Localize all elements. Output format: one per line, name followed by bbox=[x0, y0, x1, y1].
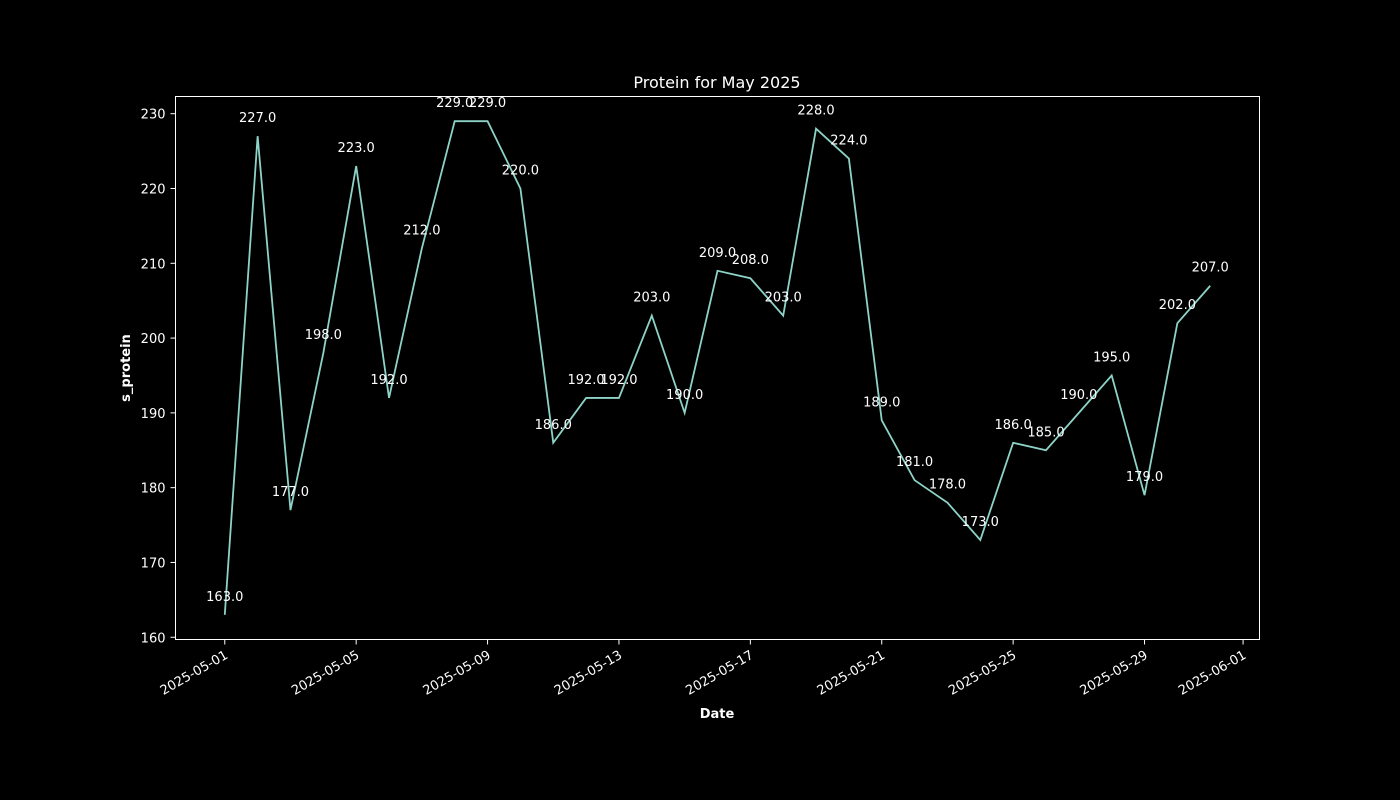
x-tick-label: 2025-05-29 bbox=[1078, 648, 1151, 699]
data-label: 189.0 bbox=[863, 395, 900, 410]
data-label: 192.0 bbox=[370, 373, 407, 388]
x-axis-label: Date bbox=[700, 707, 735, 722]
y-axis: 160 170 180 190 200 210 220 230 bbox=[141, 108, 176, 646]
y-tick-label: 170 bbox=[141, 556, 166, 571]
data-label: 203.0 bbox=[765, 291, 802, 306]
chart-title: Protein for May 2025 bbox=[633, 73, 800, 92]
data-label: 198.0 bbox=[305, 328, 342, 343]
data-label: 195.0 bbox=[1093, 350, 1130, 365]
x-tick-label: 2025-05-09 bbox=[421, 648, 494, 699]
data-label: 179.0 bbox=[1126, 470, 1163, 485]
data-label: 227.0 bbox=[239, 111, 276, 126]
data-label: 186.0 bbox=[535, 418, 572, 433]
data-label: 163.0 bbox=[206, 590, 243, 605]
data-label: 181.0 bbox=[896, 455, 933, 470]
data-label: 186.0 bbox=[995, 418, 1032, 433]
y-tick-label: 230 bbox=[141, 108, 166, 123]
data-label: 229.0 bbox=[469, 96, 506, 111]
x-tick-label: 2025-05-25 bbox=[946, 648, 1019, 699]
data-label: 177.0 bbox=[272, 485, 309, 500]
data-label: 209.0 bbox=[699, 246, 736, 261]
data-label: 185.0 bbox=[1027, 425, 1064, 440]
y-tick-label: 210 bbox=[141, 257, 166, 272]
data-label: 207.0 bbox=[1192, 261, 1229, 276]
y-tick-label: 190 bbox=[141, 407, 166, 422]
x-tick-label: 2025-05-05 bbox=[289, 648, 362, 699]
data-label: 192.0 bbox=[600, 373, 637, 388]
data-label: 203.0 bbox=[633, 291, 670, 306]
data-label: 229.0 bbox=[436, 96, 473, 111]
data-label: 220.0 bbox=[502, 163, 539, 178]
y-tick-label: 220 bbox=[141, 182, 166, 197]
x-tick-label: 2025-05-13 bbox=[552, 648, 625, 699]
y-axis-label: s_protein bbox=[119, 334, 134, 402]
series-line bbox=[223, 120, 1211, 615]
data-label: 192.0 bbox=[567, 373, 604, 388]
data-label: 228.0 bbox=[797, 104, 834, 119]
data-labels: 163.0 227.0 177.0 198.0 223.0 192.0 212.0 229.0… bbox=[206, 96, 1229, 605]
data-label: 190.0 bbox=[666, 388, 703, 403]
x-tick-label: 2025-05-21 bbox=[815, 648, 888, 699]
x-tick-label: 2025-05-01 bbox=[158, 648, 231, 699]
data-label: 224.0 bbox=[830, 134, 867, 149]
x-tick-label: 2025-05-17 bbox=[683, 648, 756, 699]
y-tick-label: 160 bbox=[141, 631, 166, 646]
x-axis: 2025-05-01 2025-05-05 2025-05-09 2025-05-13… bbox=[158, 639, 1249, 699]
y-tick-label: 200 bbox=[141, 332, 166, 347]
data-label: 208.0 bbox=[732, 253, 769, 268]
y-tick-label: 180 bbox=[141, 482, 166, 497]
data-label: 190.0 bbox=[1060, 388, 1097, 403]
data-label: 212.0 bbox=[403, 223, 440, 238]
plot-area-frame bbox=[175, 96, 1260, 640]
data-label: 202.0 bbox=[1159, 298, 1196, 313]
data-label: 173.0 bbox=[962, 515, 999, 530]
data-label: 178.0 bbox=[929, 478, 966, 493]
x-tick-label: 2025-06-01 bbox=[1176, 648, 1249, 699]
data-label: 223.0 bbox=[338, 141, 375, 156]
